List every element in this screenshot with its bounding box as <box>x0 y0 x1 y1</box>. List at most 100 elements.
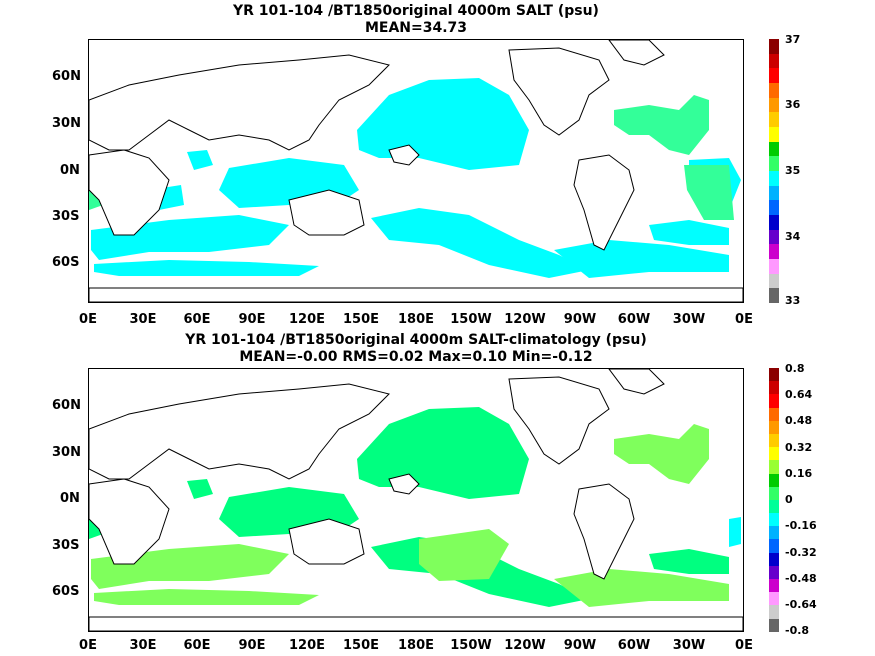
colorbar-segment <box>769 579 779 593</box>
panel2-lon-label: 150W <box>450 638 492 653</box>
colorbar-segment <box>769 368 779 382</box>
colorbar-segment <box>769 126 779 142</box>
panel1-coastlines <box>89 40 665 251</box>
panel2-lat-label: 60S <box>52 584 80 599</box>
panel1-lon-label: 30E <box>129 312 157 327</box>
colorbar-segment <box>769 82 779 98</box>
panel1-title: YR 101-104 /BT1850original 4000m SALT (p… <box>233 3 599 19</box>
panel1-colorbar-label: 36 <box>785 98 801 111</box>
colorbar-segment <box>769 200 779 215</box>
colorbar-segment <box>769 592 779 606</box>
panel1-lon-label: 90W <box>563 312 597 327</box>
panel1-lon-label: 0E <box>79 312 97 327</box>
panel1-lat-label: 0N <box>60 163 80 178</box>
colorbar-segment <box>769 486 779 500</box>
panel2-colorbar <box>769 368 779 632</box>
panel1-colorbar-label: 37 <box>785 33 801 46</box>
panel1-lon-label: 60E <box>183 312 211 327</box>
panel2-lon-label: 180E <box>397 638 435 653</box>
panel1-colorbar-label: 34 <box>785 230 801 243</box>
panel1-lon-label: 0E <box>735 312 753 327</box>
colorbar-segment <box>769 539 779 553</box>
panel1-lat-label: 60S <box>52 255 80 270</box>
panel2-lon-label: 60E <box>183 638 211 653</box>
colorbar-segment <box>769 214 779 230</box>
colorbar-segment <box>769 112 779 127</box>
colorbar-segment <box>769 273 779 289</box>
colorbar-segment <box>769 394 779 408</box>
panel2-map-svg <box>89 369 743 631</box>
colorbar-segment <box>769 407 779 421</box>
colorbar-segment <box>769 513 779 527</box>
colorbar-segment <box>769 39 779 54</box>
panel1-lon-label: 150W <box>450 312 492 327</box>
panel2-colorbar-label: -0.8 <box>785 624 810 637</box>
panel2-subtitle: MEAN=-0.00 RMS=0.02 Max=0.10 Min=-0.12 <box>239 349 593 365</box>
panel2-lon-label: 0E <box>79 638 97 653</box>
panel1-map <box>88 39 744 303</box>
colorbar-segment <box>769 258 779 274</box>
panel2-lat-label: 30N <box>52 445 81 460</box>
colorbar-segment <box>769 447 779 461</box>
colorbar-segment <box>769 141 779 157</box>
panel2-title: YR 101-104 /BT1850original 4000m SALT-cl… <box>185 332 647 348</box>
colorbar-segment <box>769 526 779 540</box>
colorbar-segment <box>769 229 779 245</box>
panel2-lon-label: 90E <box>238 638 266 653</box>
panel2-colorbar-label: 0.48 <box>785 414 813 427</box>
panel2-colorbar-label: -0.32 <box>785 546 817 559</box>
colorbar-segment <box>769 53 779 69</box>
panel2-colorbar-label: 0.8 <box>785 362 805 375</box>
colorbar-segment <box>769 68 779 83</box>
panel2-lat-label: 0N <box>60 491 80 506</box>
colorbar-segment <box>769 244 779 259</box>
panel2-lon-label: 0E <box>735 638 753 653</box>
panel2-lon-label: 150E <box>342 638 380 653</box>
panel1-antarctica <box>89 287 743 302</box>
colorbar-segment <box>769 460 779 474</box>
panel1-lon-label: 30W <box>672 312 706 327</box>
panel2-lat-label: 30S <box>52 538 80 553</box>
colorbar-segment <box>769 156 779 171</box>
colorbar-segment <box>769 170 779 186</box>
panel2-colorbar-label: 0.32 <box>785 441 813 454</box>
panel1-lon-label: 90E <box>238 312 266 327</box>
colorbar-segment <box>769 605 779 619</box>
panel2-lon-label: 30W <box>672 638 706 653</box>
panel2-lat-label: 60N <box>52 398 81 413</box>
panel1-lat-label: 30S <box>52 209 80 224</box>
panel1-colorbar <box>769 39 779 303</box>
colorbar-segment <box>769 288 779 303</box>
panel1-lon-label: 60W <box>617 312 651 327</box>
panel1-lat-label: 60N <box>52 69 81 84</box>
panel2-colorbar-label: -0.48 <box>785 572 817 585</box>
panel2-lon-label: 60W <box>617 638 651 653</box>
panel1-subtitle: MEAN=34.73 <box>364 20 468 36</box>
colorbar-segment <box>769 381 779 395</box>
panel1-lon-label: 120E <box>288 312 326 327</box>
colorbar-segment <box>769 433 779 448</box>
colorbar-segment <box>769 499 779 514</box>
panel2-lon-label: 120E <box>288 638 326 653</box>
panel2-colorbar-label: 0.16 <box>785 467 813 480</box>
colorbar-segment <box>769 473 779 487</box>
panel2-antarctica <box>89 616 743 631</box>
panel1-lon-label: 120W <box>504 312 546 327</box>
panel2-lon-label: 90W <box>563 638 597 653</box>
panel1-map-svg <box>89 40 743 302</box>
colorbar-segment <box>769 420 779 434</box>
panel2-lon-label: 30E <box>129 638 157 653</box>
panel2-lon-label: 120W <box>504 638 546 653</box>
panel2-map <box>88 368 744 632</box>
panel1-lon-label: 180E <box>397 312 435 327</box>
colorbar-segment <box>769 618 779 632</box>
colorbar-segment <box>769 185 779 201</box>
colorbar-segment <box>769 97 779 113</box>
panel2-coastlines <box>89 369 665 580</box>
panel1-colorbar-label: 33 <box>785 294 801 307</box>
panel1-colorbar-label: 35 <box>785 164 801 177</box>
panel1-lat-label: 30N <box>52 116 81 131</box>
panel2-colorbar-label: 0 <box>785 493 793 506</box>
panel2-field-negative <box>729 517 741 547</box>
colorbar-segment <box>769 552 779 566</box>
